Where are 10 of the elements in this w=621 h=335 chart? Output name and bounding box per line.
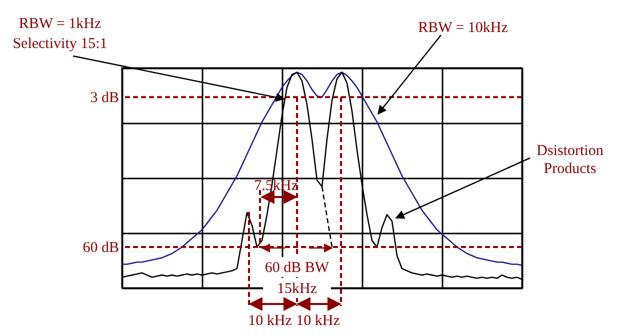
text: RBW = 1kHz bbox=[18, 16, 102, 32]
text: Dsistortion Products bbox=[536, 143, 604, 177]
text: 10 kHz bbox=[248, 313, 292, 329]
annotation: 60 dB BW bbox=[264, 260, 330, 276]
annotation: 15kHz bbox=[277, 281, 318, 297]
text: RBW = 10kHz bbox=[418, 20, 508, 36]
ref-line-label: 3 dB bbox=[90, 90, 119, 106]
text: 10 kHz bbox=[296, 313, 340, 329]
text: Selectivity 15:1 bbox=[12, 36, 108, 52]
ref-line-label: 60 dB bbox=[82, 240, 119, 256]
